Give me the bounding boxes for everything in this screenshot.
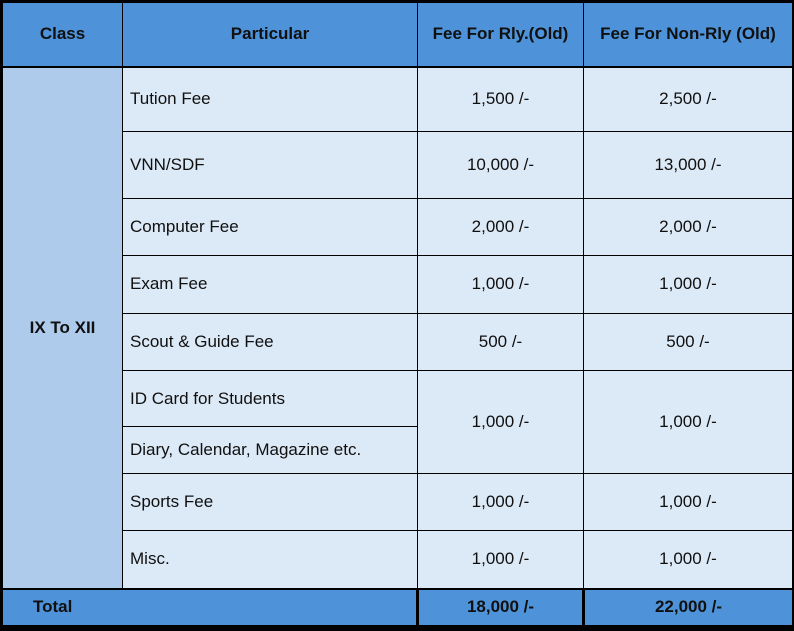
class-cell: IX To XII	[2, 66, 123, 589]
particular-cell: Diary, Calendar, Magazine etc.	[122, 426, 418, 474]
total-fee-nonrly-cell: 22,000 /-	[582, 587, 793, 626]
table-row: Diary, Calendar, Magazine etc.	[3, 426, 793, 474]
particular-cell: Misc.	[122, 530, 418, 589]
particular-cell: ID Card for Students	[122, 370, 418, 428]
fee-nonrly-cell: 13,000 /-	[583, 130, 793, 199]
table-row: IX To XII Tution Fee 1,500 /- 2,500 /-	[2, 66, 793, 589]
fee-rly-cell-merged: 1,000 /-	[417, 370, 584, 474]
table-row: Scout & Guide Fee 500 /- 500 /-	[3, 312, 793, 372]
total-fee-rly-cell: 18,000 /-	[416, 587, 584, 626]
total-label-cell: Total	[2, 587, 418, 626]
table-row: VNN/SDF 10,000 /- 13,000 /-	[3, 130, 793, 199]
fee-rly-cell: 2,000 /-	[417, 197, 584, 257]
table-row: Exam Fee 1,000 /- 1,000 /-	[3, 255, 793, 314]
fee-nonrly-cell: 2,500 /-	[583, 66, 793, 132]
header-fee-nonrly: Fee For Non-Rly (Old)	[583, 2, 793, 68]
fee-nonrly-cell-merged: 1,000 /-	[583, 370, 793, 474]
fee-rly-cell: 1,500 /-	[417, 66, 584, 132]
fee-nonrly-cell: 2,000 /-	[583, 197, 793, 257]
fee-rly-cell: 1,000 /-	[417, 255, 584, 314]
total-row: Total 18,000 /- 22,000 /-	[2, 587, 793, 626]
fee-nonrly-cell: 500 /-	[583, 312, 793, 372]
particular-cell: Computer Fee	[122, 197, 418, 257]
particular-cell: Scout & Guide Fee	[122, 312, 418, 372]
particular-cell: Tution Fee	[122, 66, 418, 132]
header-particular: Particular	[122, 2, 418, 68]
fee-rly-cell: 10,000 /-	[417, 130, 584, 199]
fee-rly-cell: 1,000 /-	[417, 530, 584, 589]
header-fee-rly: Fee For Rly.(Old)	[417, 2, 584, 68]
fee-rly-cell: 1,000 /-	[417, 472, 584, 532]
table-row: Sports Fee 1,000 /- 1,000 /-	[3, 472, 793, 532]
table-row: Misc. 1,000 /- 1,000 /-	[3, 530, 793, 589]
fee-nonrly-cell: 1,000 /-	[583, 255, 793, 314]
fee-nonrly-cell: 1,000 /-	[583, 530, 793, 589]
fee-rly-cell: 500 /-	[417, 312, 584, 372]
particular-cell: Exam Fee	[122, 255, 418, 314]
header-row: Class Particular Fee For Rly.(Old) Fee F…	[2, 2, 793, 68]
header-class: Class	[2, 2, 123, 68]
fee-nonrly-cell: 1,000 /-	[583, 472, 793, 532]
table-row: Computer Fee 2,000 /- 2,000 /-	[3, 197, 793, 257]
particular-cell: VNN/SDF	[122, 130, 418, 199]
particular-cell: Sports Fee	[122, 472, 418, 532]
table-row: ID Card for Students 1,000 /- 1,000 /-	[3, 370, 793, 474]
